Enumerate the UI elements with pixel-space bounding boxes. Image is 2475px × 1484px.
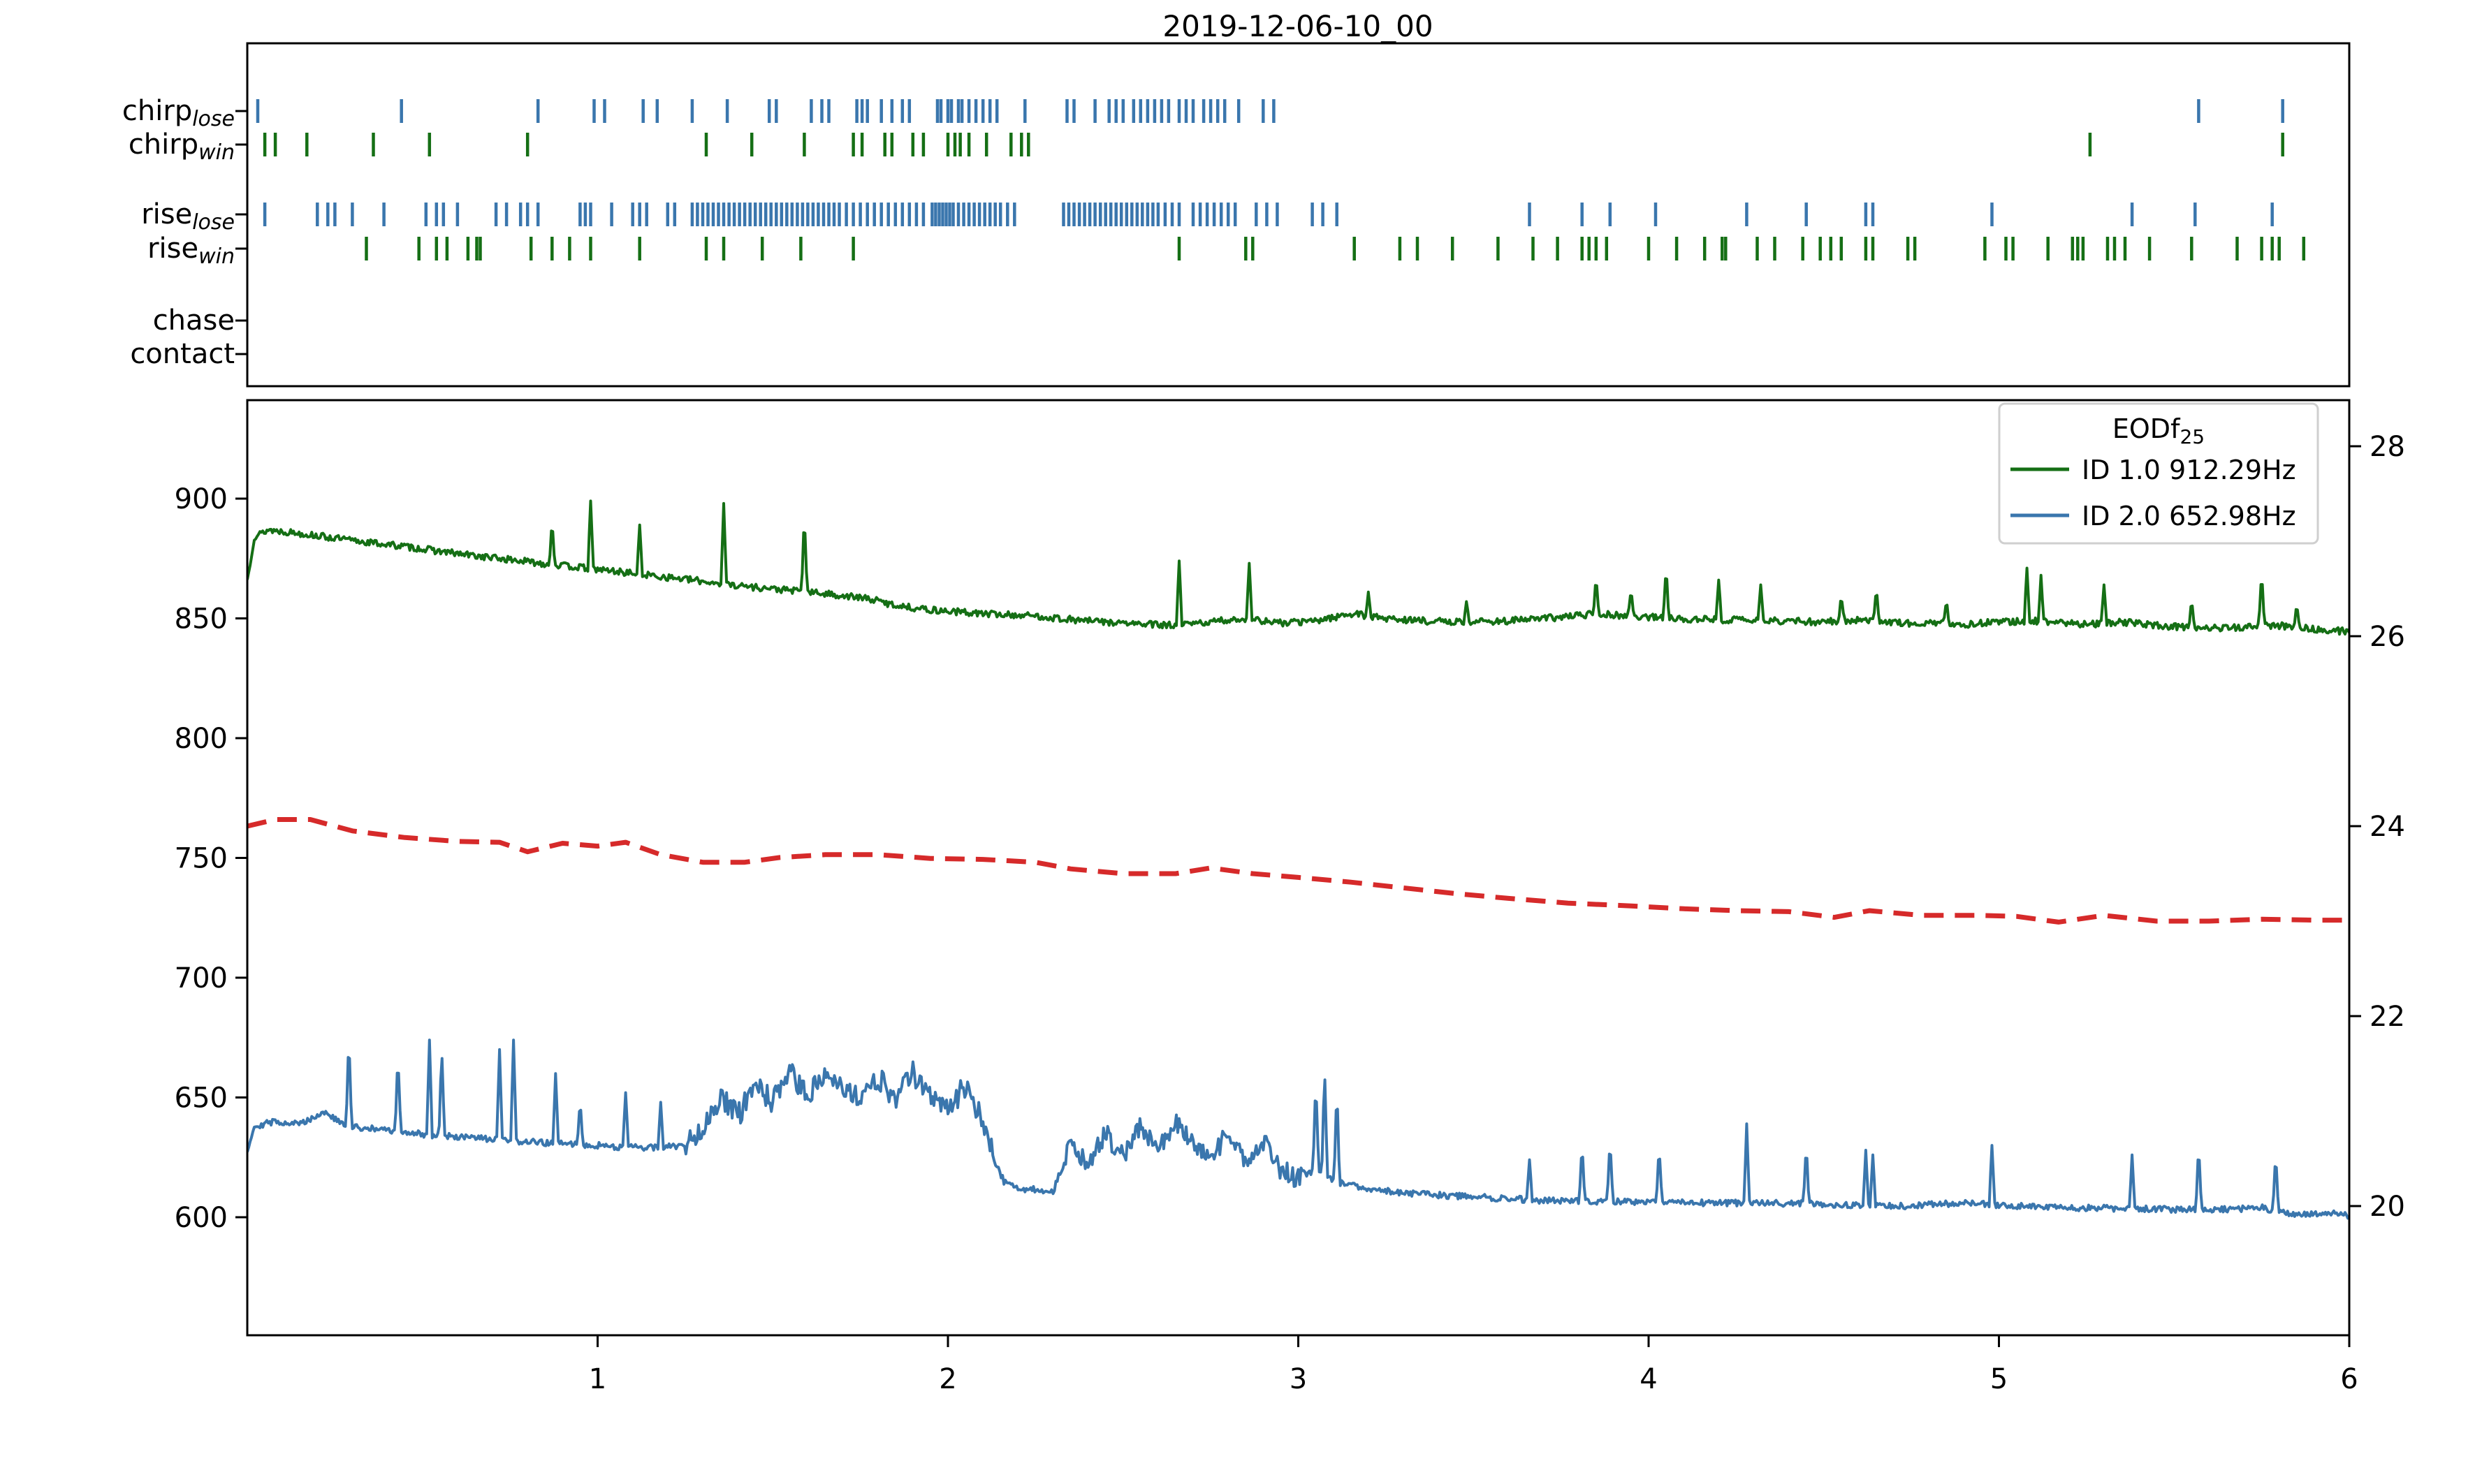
row-label-contact: contact	[130, 338, 235, 370]
x-tick-label: 5	[1990, 1363, 2008, 1395]
left-tick-label: 750	[175, 843, 228, 875]
legend-entry-id1: ID 1.0 912.29Hz	[2082, 455, 2296, 485]
eodf-line-plot	[247, 499, 2349, 1220]
main-axis-ticks	[235, 445, 2361, 1347]
right-tick-label: 28	[2370, 431, 2405, 463]
id1-line	[247, 499, 2349, 636]
legend-entry-id2: ID 2.0 652.98Hz	[2082, 501, 2296, 531]
event-raster-plot	[256, 99, 2306, 260]
legend-box	[1998, 402, 2319, 545]
left-tick-label: 850	[175, 603, 228, 636]
row-label-rise-lose: riselose	[141, 198, 235, 235]
event-row-chirp-win	[263, 133, 2284, 156]
row-label-chirp-win: chirpwin	[129, 128, 235, 165]
x-tick-label: 4	[1640, 1363, 1657, 1395]
event-row-chirp-lose	[256, 99, 2284, 123]
event-row-rise-win	[365, 237, 2306, 260]
x-tick-label: 1	[589, 1363, 606, 1395]
row-label-rise-win: risewin	[147, 233, 235, 269]
legend-title: EODf25	[2112, 413, 2205, 448]
right-tick-label: 20	[2370, 1191, 2405, 1223]
axes-decorations: 900 850 800 750 700 650 600 28 26 24 22 20 1 2 3 4 5 6	[175, 42, 2405, 1395]
temp-dashed-line	[247, 817, 2349, 925]
main-axis-labels: 900 850 800 750 700 650 600 28 26 24 22 20 1 2 3 4 5 6	[175, 431, 2405, 1395]
left-tick-label: 650	[175, 1082, 228, 1115]
right-tick-label: 22	[2370, 1001, 2405, 1033]
right-tick-label: 26	[2370, 621, 2405, 653]
x-tick-label: 2	[939, 1363, 956, 1395]
event-row-rise-lose	[263, 203, 2274, 226]
row-label-chirp-lose: chirplose	[122, 95, 235, 131]
left-tick-label: 900	[175, 483, 228, 515]
x-tick-label: 6	[2340, 1363, 2358, 1395]
id2-line	[247, 1038, 2349, 1220]
left-tick-label: 600	[175, 1202, 228, 1234]
row-label-chase: chase	[153, 304, 235, 337]
left-tick-label: 700	[175, 962, 228, 994]
left-tick-label: 800	[175, 723, 228, 755]
x-tick-label: 3	[1290, 1363, 1307, 1395]
legend: EODf25 ID 1.0 912.29Hz ID 2.0 652.98Hz	[1998, 402, 2319, 545]
raster-axis-ticks	[235, 110, 247, 355]
figure-title: 2019-12-06-10_00	[1162, 9, 1433, 43]
raster-row-labels: chirplose chirpwin riselose risewin chas…	[122, 95, 235, 370]
right-tick-label: 24	[2370, 811, 2405, 843]
